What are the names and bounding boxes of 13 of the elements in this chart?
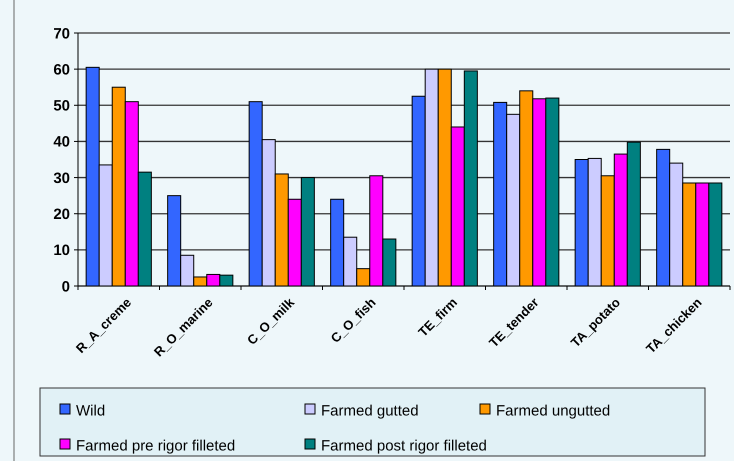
legend-label: Farmed gutted: [321, 402, 419, 420]
y-tick-label: 60: [53, 61, 70, 78]
y-tick-label: 10: [53, 242, 70, 260]
y-tick-label: 70: [53, 25, 70, 42]
y-tick-label: 20: [53, 206, 70, 223]
y-tick-label: 30: [53, 170, 70, 187]
y-tick-label: 0: [62, 278, 70, 296]
legend-label: Farmed ungutted: [496, 402, 610, 420]
legend-label: Farmed pre rigor filleted: [76, 437, 236, 454]
legend-label: Farmed post rigor filleted: [321, 437, 487, 454]
y-tick-label: 50: [53, 98, 70, 115]
y-tick-label: 40: [53, 134, 70, 151]
legend-label: Wild: [76, 402, 106, 420]
